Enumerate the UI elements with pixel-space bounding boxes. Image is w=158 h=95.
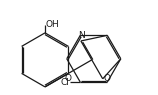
Text: Cl: Cl <box>61 78 70 87</box>
Text: OH: OH <box>46 20 60 29</box>
Text: O: O <box>65 74 72 83</box>
Text: N: N <box>78 31 85 40</box>
Text: O: O <box>104 74 111 83</box>
